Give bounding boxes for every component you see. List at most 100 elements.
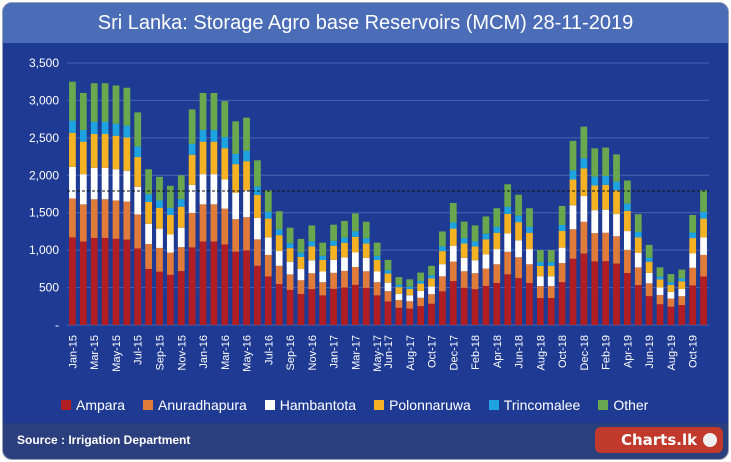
bar-segment-anuradhapura (319, 282, 327, 296)
bar-segment-ampara (428, 303, 435, 325)
bar-segment-hambantota (656, 287, 664, 296)
bar-segment-ampara (406, 308, 414, 325)
bar-segment-anuradhapura (373, 282, 381, 296)
bar-segment-anuradhapura (591, 233, 599, 262)
bar-segment-polonnaruwa (613, 190, 620, 215)
bar-segment-trincomalee (482, 233, 490, 240)
bar-segment-polonnaruwa (275, 235, 283, 252)
bar-segment-anuradhapura (547, 286, 555, 299)
bar-segment-trincomalee (634, 231, 642, 238)
x-tick-label: Oct-18 (557, 335, 569, 368)
bar-segment-trincomalee (69, 120, 76, 133)
bar-segment-trincomalee (591, 176, 599, 186)
bar-segment-ampara (460, 287, 468, 325)
bar-segment-other (221, 101, 229, 137)
bar-segment-ampara (351, 284, 359, 325)
bar-segment-anuradhapura (645, 283, 653, 297)
bar-segment-polonnaruwa (134, 157, 142, 187)
bar-segment-hambantota (428, 286, 435, 295)
bar-segment-trincomalee (558, 225, 566, 231)
x-tick-label: Jun-18 (514, 335, 526, 369)
bar-segment-hambantota (536, 276, 544, 287)
bar-segment-anuradhapura (667, 298, 675, 307)
legend-label: Anuradhapura (158, 397, 247, 413)
bar-segment-hambantota (123, 170, 131, 202)
y-tick-label: 1,500 (29, 206, 59, 220)
y-tick-label: 3,000 (29, 93, 59, 107)
bar-segment-trincomalee (569, 170, 577, 180)
bar-segment-anuradhapura (406, 301, 414, 309)
bar-segment-anuradhapura (308, 273, 316, 290)
bar-segment-hambantota (482, 254, 490, 269)
bar-segment-trincomalee (156, 200, 163, 208)
bar-segment-trincomalee (362, 238, 370, 244)
bar-segment-trincomalee (297, 252, 305, 257)
bar-segment-anuradhapura (112, 200, 120, 239)
bar-segment-ampara (166, 274, 174, 325)
bar-segment-hambantota (199, 174, 207, 205)
bar-segment-hambantota (145, 223, 152, 245)
x-tick-label: Jun-19 (644, 335, 656, 369)
bar-segment-hambantota (232, 192, 240, 220)
bar-segment-hambantota (624, 231, 631, 250)
bar-segment-ampara (134, 248, 142, 325)
bar-segment-ampara (362, 287, 370, 325)
bar-segment-trincomalee (645, 257, 653, 262)
bar-segment-other (69, 81, 76, 121)
bar-segment-ampara (145, 268, 152, 325)
bar-segment-anuradhapura (286, 274, 294, 290)
bar-segment-trincomalee (526, 226, 533, 233)
bar-segment-hambantota (166, 234, 174, 253)
bar-segment-polonnaruwa (624, 210, 631, 232)
bar-segment-polonnaruwa (297, 256, 305, 270)
bar-segment-polonnaruwa (678, 281, 686, 289)
bar-segment-ampara (156, 271, 163, 325)
bar-segment-hambantota (341, 257, 348, 271)
bar-segment-trincomalee (232, 153, 240, 165)
bar-segment-trincomalee (351, 231, 359, 237)
bar-segment-ampara (90, 237, 98, 325)
bar-segment-hambantota (417, 290, 425, 298)
bar-segment-trincomalee (384, 270, 392, 274)
bar-segment-polonnaruwa (526, 232, 533, 250)
bar-segment-other (177, 175, 185, 200)
bar-segment-trincomalee (134, 146, 142, 158)
bar-segment-other (166, 185, 174, 209)
bar-segment-polonnaruwa (101, 133, 109, 168)
bar-segment-polonnaruwa (286, 248, 294, 262)
bar-segment-ampara (504, 274, 512, 325)
bar-segment-anuradhapura (417, 297, 425, 307)
bar-segment-ampara (656, 304, 664, 325)
bar-segment-other (308, 225, 316, 242)
bar-segment-other (656, 267, 664, 277)
bar-segment-other (689, 214, 697, 233)
bar-segment-ampara (112, 238, 120, 325)
bar-segment-trincomalee (689, 232, 697, 239)
bar-segment-ampara (634, 285, 642, 325)
x-tick-label: May-15 (111, 335, 123, 372)
bar-segment-other (330, 224, 337, 241)
x-tick-label: Apr-19 (622, 335, 634, 368)
bar-segment-hambantota (101, 167, 109, 200)
bar-segment-anuradhapura (395, 300, 403, 308)
bar-segment-trincomalee (515, 215, 522, 223)
bar-segment-other (602, 147, 610, 176)
bar-segment-polonnaruwa (221, 148, 229, 180)
bar-segment-ampara (123, 239, 131, 325)
bar-segment-hambantota (319, 271, 327, 283)
bar-segment-trincomalee (319, 255, 327, 260)
x-tick-label: Jan-15 (67, 335, 79, 369)
bar-segment-polonnaruwa (634, 237, 642, 253)
bar-segment-hambantota (362, 257, 370, 272)
bar-segment-anuradhapura (460, 271, 468, 288)
bar-segment-other (384, 259, 392, 271)
x-tick-label: Feb-18 (470, 335, 482, 370)
bar-segment-other (112, 85, 120, 124)
bar-segment-other (362, 221, 370, 239)
bar-segment-ampara (69, 237, 76, 325)
bar-segment-hambantota (547, 276, 555, 287)
bar-segment-anuradhapura (145, 244, 152, 269)
bar-segment-hambantota (221, 179, 229, 209)
bar-segment-ampara (319, 295, 327, 325)
bar-segment-trincomalee (471, 241, 479, 247)
